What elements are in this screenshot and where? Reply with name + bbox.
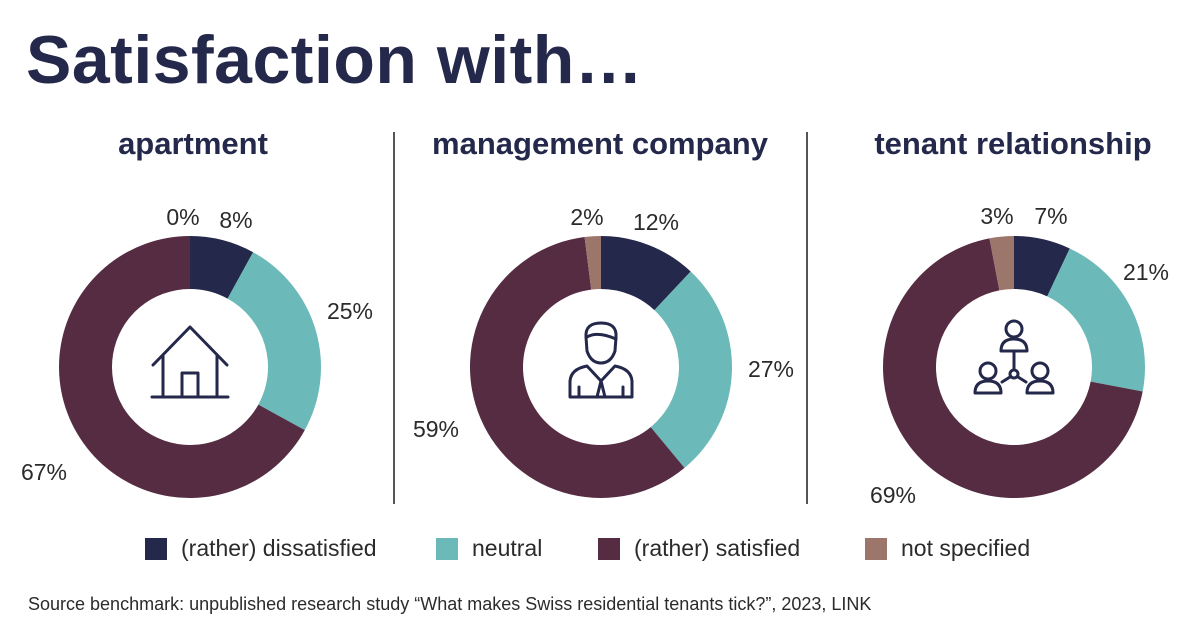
- source-note: Source benchmark: unpublished research s…: [28, 594, 872, 614]
- legend-swatch-neutral: [436, 537, 458, 560]
- slice-tenant-relationship-not-specified: [989, 236, 1014, 291]
- data-label-management-company-rather-satisfied: 59%: [413, 416, 459, 442]
- legend-label-not-specified: not specified: [901, 535, 1031, 561]
- data-label-management-company-not-specified: 2%: [570, 204, 603, 230]
- legend-label-rather-dissatisfied: (rather) dissatisfied: [181, 535, 377, 561]
- slice-tenant-relationship-rather-dissatisfied: [1014, 236, 1070, 297]
- slice-tenant-relationship-neutral: [1047, 248, 1146, 392]
- legend-item-rather-dissatisfied: (rather) dissatisfied: [145, 535, 377, 562]
- house-icon: [150, 325, 230, 399]
- chart-title-apartment: apartment: [118, 126, 268, 161]
- legend-swatch-rather-dissatisfied: [145, 537, 167, 560]
- slice-management-company-neutral: [650, 271, 733, 468]
- slice-management-company-rather-satisfied: [470, 237, 685, 499]
- data-label-tenant-relationship-rather-satisfied: 69%: [870, 482, 916, 508]
- legend-item-not-specified: not specified: [865, 535, 1030, 562]
- legend-item-neutral: neutral: [436, 535, 542, 562]
- slice-management-company-rather-dissatisfied: [601, 236, 691, 311]
- chart-title-management-company: management company: [432, 126, 768, 161]
- data-label-management-company-rather-dissatisfied: 12%: [633, 209, 679, 235]
- data-label-apartment-neutral: 25%: [327, 298, 373, 324]
- divider-left: [393, 132, 395, 504]
- legend-label-neutral: neutral: [472, 535, 543, 561]
- data-label-apartment-rather-dissatisfied: 8%: [219, 207, 252, 233]
- legend-swatch-not-specified: [865, 537, 887, 560]
- data-label-tenant-relationship-rather-dissatisfied: 7%: [1034, 203, 1067, 229]
- slice-tenant-relationship-rather-satisfied: [883, 238, 1143, 498]
- data-label-apartment-not-specified: 0%: [166, 204, 199, 230]
- slice-apartment-rather-satisfied: [59, 236, 305, 499]
- people-network-icon: [973, 319, 1055, 395]
- legend-item-rather-satisfied: (rather) satisfied: [598, 535, 800, 562]
- divider-right: [806, 132, 808, 504]
- slice-management-company-not-specified: [584, 236, 601, 290]
- page-title: Satisfaction with…: [26, 22, 644, 98]
- legend: (rather) dissatisfied neutral (rather) s…: [0, 535, 1200, 571]
- slice-apartment-neutral: [227, 252, 321, 431]
- data-label-apartment-rather-satisfied: 67%: [21, 459, 67, 485]
- data-label-management-company-neutral: 27%: [748, 356, 794, 382]
- data-label-tenant-relationship-neutral: 21%: [1123, 259, 1169, 285]
- legend-label-rather-satisfied: (rather) satisfied: [634, 535, 801, 561]
- chart-title-tenant-relationship: tenant relationship: [874, 126, 1152, 161]
- legend-swatch-rather-satisfied: [598, 537, 620, 560]
- data-label-tenant-relationship-not-specified: 3%: [980, 203, 1013, 229]
- slice-apartment-rather-dissatisfied: [190, 236, 254, 299]
- manager-icon: [568, 321, 634, 399]
